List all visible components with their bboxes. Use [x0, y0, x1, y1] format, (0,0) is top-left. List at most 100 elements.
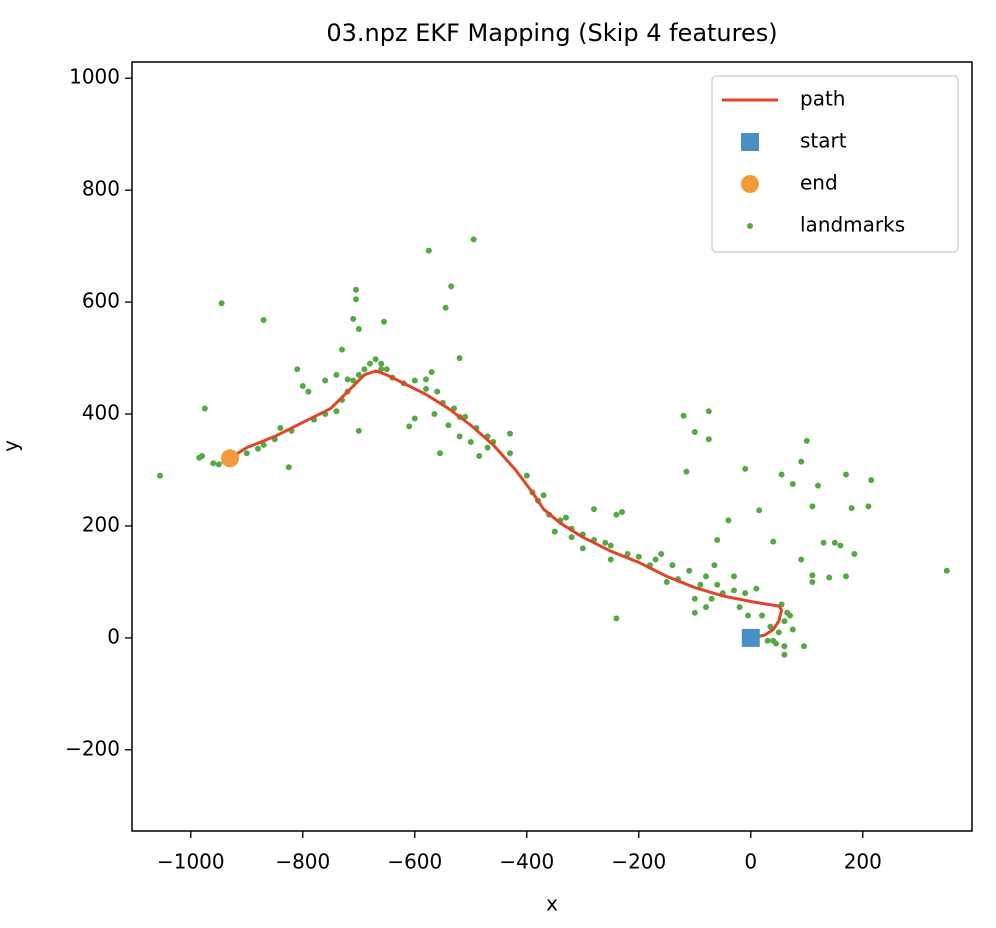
landmark [658, 550, 665, 557]
landmark [714, 581, 721, 588]
x-axis-label: x [546, 892, 558, 916]
landmark [663, 578, 670, 585]
landmark [607, 556, 614, 563]
landmark [809, 578, 816, 585]
landmark [470, 236, 477, 243]
landmark [868, 477, 875, 484]
landmark [708, 595, 715, 602]
landmark [602, 539, 609, 546]
landmark [431, 411, 438, 418]
end-marker [221, 449, 239, 468]
landmark [428, 369, 435, 376]
landmark [753, 585, 760, 592]
landmark [201, 405, 208, 412]
landmark [773, 640, 779, 647]
landmark [775, 629, 782, 636]
landmark [210, 460, 217, 467]
landmark [339, 346, 345, 353]
landmark [372, 356, 379, 363]
landmark [383, 366, 390, 373]
landmark [243, 450, 250, 457]
landmark [767, 623, 774, 630]
landmark [736, 604, 743, 611]
landmark [442, 304, 449, 311]
landmark [635, 553, 642, 560]
landmark [865, 503, 872, 510]
landmark [731, 573, 737, 580]
landmark [613, 615, 620, 622]
landmark [742, 465, 749, 472]
landmark [563, 514, 569, 521]
landmark [826, 574, 833, 581]
landmark [350, 315, 357, 322]
legend: path start end landmarks [711, 75, 959, 253]
landmark [697, 581, 704, 588]
landmark [215, 461, 222, 468]
landmark [568, 534, 575, 541]
landmark [851, 550, 858, 557]
landmark [218, 300, 225, 307]
landmark [507, 430, 513, 437]
landmark [798, 556, 805, 563]
landmark [725, 517, 732, 524]
landmark [843, 471, 849, 478]
landmark [669, 562, 676, 569]
landmark [809, 503, 816, 510]
landmark [759, 612, 765, 619]
x-tick-label: 200 [844, 850, 882, 874]
landmark [285, 464, 292, 471]
landmark [778, 471, 785, 478]
landmark [798, 458, 805, 465]
landmark [683, 468, 690, 475]
landmark [540, 492, 547, 499]
landmark [523, 472, 530, 479]
landmark [803, 437, 810, 444]
y-tick-label: 400 [82, 401, 120, 425]
landmark [456, 355, 463, 362]
legend-swatch [747, 223, 753, 229]
y-tick-label: 1000 [69, 65, 120, 89]
landmark [680, 412, 687, 419]
landmark [691, 609, 698, 616]
landmark [781, 643, 788, 650]
landmark [742, 590, 749, 597]
landmark [781, 618, 788, 625]
landmark [691, 428, 698, 435]
landmark [378, 360, 385, 367]
landmark [624, 550, 631, 557]
landmark [355, 427, 362, 434]
landmark [367, 360, 373, 367]
landmark [551, 528, 558, 535]
y-tick-label: −200 [65, 736, 120, 760]
landmark [781, 651, 788, 658]
landmark [787, 612, 793, 619]
landmark [764, 637, 771, 644]
chart-title: 03.npz EKF Mapping (Skip 4 features) [326, 19, 777, 47]
y-tick-label: 800 [82, 177, 120, 201]
landmark [378, 366, 385, 373]
landmark [619, 508, 625, 515]
landmark [437, 450, 443, 457]
path-line [229, 369, 784, 640]
landmark [467, 439, 474, 446]
landmark [322, 377, 329, 384]
landmark [423, 385, 429, 392]
landmark [423, 376, 429, 383]
landmark [714, 536, 721, 543]
landmark [703, 604, 709, 611]
landmark [613, 511, 620, 518]
landmark [711, 562, 718, 569]
x-tick-label: −200 [611, 850, 666, 874]
landmark [652, 556, 659, 563]
landmark [353, 286, 359, 293]
x-tick-label: −400 [499, 850, 554, 874]
landmark [305, 388, 312, 395]
landmark [801, 643, 807, 650]
landmark [294, 366, 301, 373]
landmark [731, 587, 737, 594]
landmark [843, 573, 849, 580]
legend-box [711, 75, 959, 253]
landmark [361, 366, 368, 373]
landmark [333, 371, 340, 378]
